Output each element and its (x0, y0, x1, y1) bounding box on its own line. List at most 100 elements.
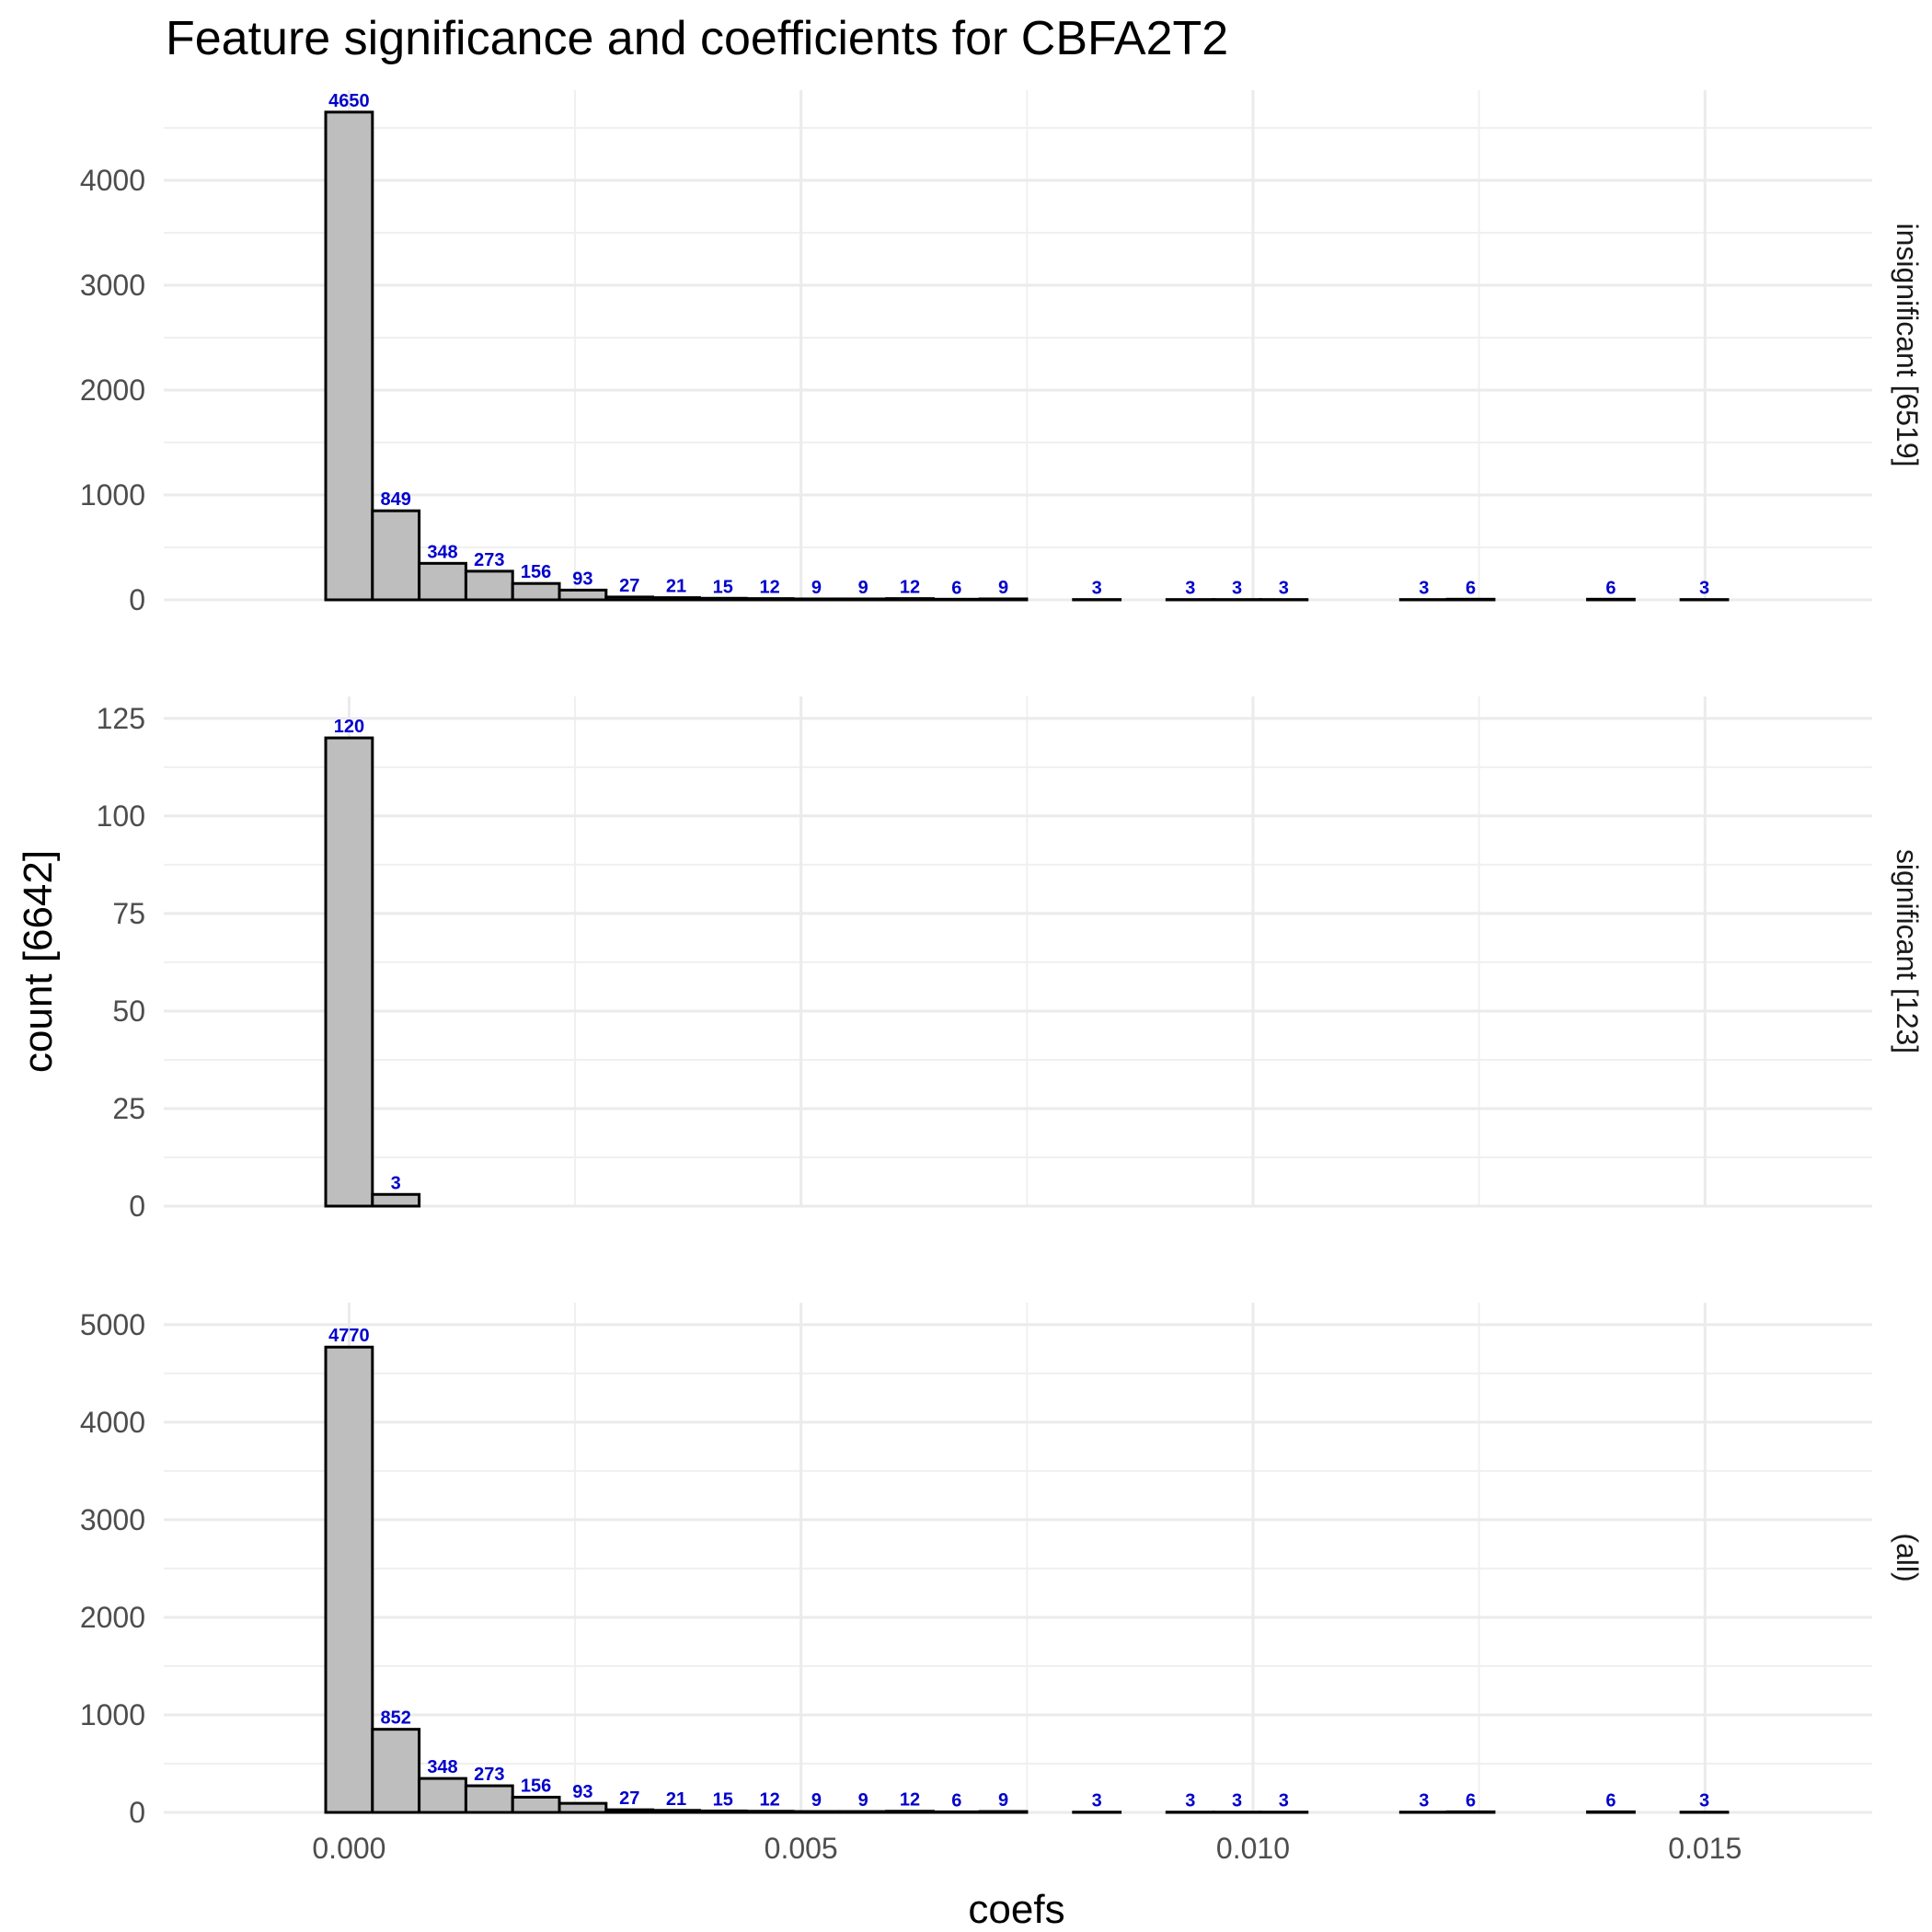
bar-count-label: 3 (1419, 1791, 1429, 1811)
bar-count-label: 9 (998, 1790, 1008, 1811)
y-tick-label: 25 (112, 1092, 145, 1125)
histogram-bar (931, 597, 982, 602)
bar-count-label: 6 (1466, 1790, 1476, 1811)
bar-count-label: 3 (1279, 1791, 1289, 1811)
bar-count-label: 12 (900, 578, 920, 598)
histogram-bar (744, 1810, 795, 1814)
bar-count-label: 849 (381, 489, 411, 510)
histogram-bar (418, 561, 467, 602)
histogram-bar (324, 110, 374, 602)
bar-count-label: 3 (1092, 1791, 1102, 1811)
x-axis-title: coefs (968, 1887, 1064, 1932)
x-tick-label: 0.010 (1216, 1832, 1290, 1865)
bar-count-label: 120 (334, 717, 364, 737)
y-tick-label: 0 (129, 1190, 145, 1223)
histogram-bar (511, 1795, 561, 1814)
y-tick-label: 4000 (80, 164, 145, 197)
y-tick-label: 5000 (80, 1308, 145, 1341)
bar-count-label: 3 (1185, 1791, 1195, 1811)
bar-count-label: 6 (1466, 578, 1476, 598)
bar-count-label: 4650 (328, 91, 370, 111)
bar-count-label: 12 (759, 1790, 779, 1811)
bar-count-label: 4770 (328, 1326, 370, 1346)
y-tick-label: 0 (129, 1796, 145, 1829)
y-tick-label: 3000 (80, 269, 145, 302)
y-tick-label: 2000 (80, 374, 145, 407)
y-tick-label: 50 (112, 995, 145, 1028)
histogram-bar (511, 581, 561, 602)
bar-count-label: 156 (521, 1776, 551, 1796)
bar-count-label: 348 (427, 1757, 457, 1777)
bar-count-label: 3 (1092, 579, 1102, 599)
bar-count-label: 15 (713, 577, 733, 597)
bar-count-label: 21 (666, 1789, 686, 1810)
bar-count-label: 3 (391, 1173, 401, 1193)
bar-count-label: 6 (951, 1790, 961, 1811)
bar-count-label: 3 (1232, 1791, 1242, 1811)
histogram-bar (697, 1809, 748, 1814)
histogram-bar (558, 1801, 608, 1814)
bar-count-label: 6 (951, 578, 961, 598)
y-tick-label: 1000 (80, 1698, 145, 1731)
histogram-bar (838, 597, 889, 602)
bar-count-label: 9 (858, 1790, 868, 1811)
histogram-bar (324, 1345, 374, 1814)
histogram-bar (324, 736, 374, 1208)
bar-count-label: 12 (900, 1790, 920, 1811)
bar-count-label: 27 (619, 1788, 639, 1809)
chart-title: Feature significance and coefficients fo… (166, 12, 1229, 65)
y-tick-label: 125 (97, 702, 145, 735)
bar-count-label: 93 (572, 1782, 592, 1802)
y-tick-label: 2000 (80, 1601, 145, 1634)
bar-count-label: 3 (1699, 1791, 1709, 1811)
histogram-bar (931, 1810, 982, 1814)
histogram-bar (371, 1728, 421, 1814)
facet-strip-label: significant [123] (1891, 849, 1924, 1053)
bar-count-label: 9 (811, 578, 822, 598)
bar-count-label: 348 (427, 542, 457, 562)
histogram-bar (604, 1808, 655, 1814)
bar-count-label: 93 (572, 569, 592, 589)
bar-count-label: 6 (1605, 578, 1616, 598)
bar-count-label: 156 (521, 562, 551, 582)
bar-count-label: 273 (474, 1765, 504, 1785)
bar-count-label: 273 (474, 550, 504, 570)
histogram-bar (791, 1810, 842, 1814)
bar-count-label: 852 (381, 1708, 411, 1729)
histogram-bar (744, 597, 795, 602)
histogram-bar (371, 1192, 421, 1208)
histogram-bar (791, 597, 842, 602)
bar-count-label: 27 (619, 576, 639, 596)
x-tick-label: 0.000 (312, 1832, 385, 1865)
histogram-bar (1445, 597, 1496, 602)
histogram-bar (558, 588, 608, 602)
bar-count-label: 3 (1699, 579, 1709, 599)
bar-count-label: 6 (1605, 1790, 1616, 1811)
y-axis-title: count [6642] (16, 850, 61, 1073)
bar-count-label: 21 (666, 577, 686, 597)
y-tick-label: 1000 (80, 478, 145, 512)
histogram-bar (697, 596, 748, 602)
histogram-bar (651, 1809, 701, 1814)
bar-count-label: 9 (811, 1790, 822, 1811)
bar-count-label: 9 (858, 578, 868, 598)
histogram-bar (885, 597, 935, 602)
y-tick-label: 3000 (80, 1503, 145, 1536)
bar-count-label: 3 (1419, 579, 1429, 599)
bar-count-label: 3 (1279, 579, 1289, 599)
histogram-bar (464, 569, 514, 602)
histogram-bar (464, 1784, 514, 1814)
x-tick-label: 0.015 (1668, 1832, 1742, 1865)
panel-2: 0 25 50 75 100 125 120 3 significant [123] (97, 696, 1924, 1223)
histogram-bar (1586, 597, 1636, 602)
bar-count-label: 12 (759, 578, 779, 598)
facet-strip-label: insignificant [6519] (1891, 223, 1924, 466)
y-tick-label: 0 (129, 583, 145, 616)
bar-count-label: 3 (1232, 579, 1242, 599)
histogram-bar (1586, 1810, 1636, 1814)
histogram-bar (604, 595, 655, 602)
